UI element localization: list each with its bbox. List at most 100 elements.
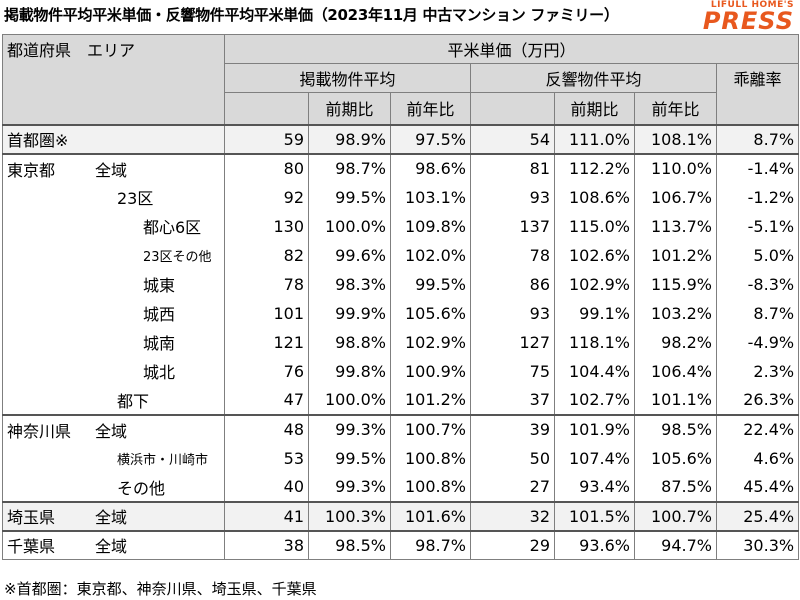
table-row: 横浜市・川崎市 53 99.5% 100.8% 50 107.4% 105.6% 4.6% xyxy=(2,443,800,473)
value-cell-c: 100.9% xyxy=(390,356,471,386)
table-row: 城東 78 98.3% 99.5% 86 102.9% 115.9% -8.3% xyxy=(2,269,800,299)
value-cell-f: 100.7% xyxy=(634,500,717,531)
table-row: 23区 92 99.5% 103.1% 93 108.6% 106.7% -1.2% xyxy=(2,182,800,212)
region-header: 都道府県 エリア xyxy=(2,34,225,125)
value-cell-e: 111.0% xyxy=(554,123,635,154)
value-cell-f: 110.0% xyxy=(634,152,717,183)
value-cell-a: 38 xyxy=(224,529,309,560)
region-cell: 神奈川県 全域 xyxy=(2,413,225,444)
area-label: 23区その他 xyxy=(143,249,212,265)
value-cell-d: 137 xyxy=(470,211,555,241)
value-cell-d: 93 xyxy=(470,182,555,212)
listing-prev-period-header: 前期比 xyxy=(308,92,391,125)
value-cell-e: 102.7% xyxy=(554,385,635,415)
area-label: その他 xyxy=(117,478,166,498)
value-cell-d: 29 xyxy=(470,529,555,560)
response-prev-period-header: 前期比 xyxy=(554,92,635,125)
value-cell-e: 112.2% xyxy=(554,152,635,183)
value-cell-g: 30.3% xyxy=(716,529,800,560)
value-cell-a: 47 xyxy=(224,385,309,415)
value-cell-b: 99.3% xyxy=(308,413,391,444)
value-cell-d: 127 xyxy=(470,327,555,357)
table-row: 城西 101 99.9% 105.6% 93 99.1% 103.2% 8.7% xyxy=(2,298,800,328)
area-label: 城南 xyxy=(143,334,176,353)
value-cell-e: 93.6% xyxy=(554,529,635,560)
region-cell: その他 xyxy=(2,472,225,502)
logo-main-text: PRESS xyxy=(702,7,794,35)
listing-value-header-blank xyxy=(224,92,309,125)
value-cell-b: 99.3% xyxy=(308,472,391,502)
region-cell: 城西 xyxy=(2,298,225,328)
value-cell-g: 45.4% xyxy=(716,472,800,502)
table-row: 城北 76 99.8% 100.9% 75 104.4% 106.4% 2.3% xyxy=(2,356,800,386)
table-row: 神奈川県 全域 48 99.3% 100.7% 39 101.9% 98.5% 22.4% xyxy=(2,413,800,444)
value-cell-g: 2.3% xyxy=(716,356,800,386)
response-prev-year-header: 前年比 xyxy=(634,92,717,125)
table-row: 都下 47 100.0% 101.2% 37 102.7% 101.1% 26.3% xyxy=(2,385,800,415)
value-cell-c: 100.8% xyxy=(390,443,471,473)
value-cell-c: 102.0% xyxy=(390,240,471,270)
value-cell-b: 99.9% xyxy=(308,298,391,328)
value-cell-e: 118.1% xyxy=(554,327,635,357)
value-cell-e: 101.5% xyxy=(554,500,635,531)
region-cell: 城東 xyxy=(2,269,225,299)
value-cell-e: 107.4% xyxy=(554,443,635,473)
value-cell-d: 93 xyxy=(470,298,555,328)
area-label: 都下 xyxy=(117,391,150,411)
listing-avg-header: 掲載物件平均 xyxy=(224,63,471,93)
region-cell: 横浜市・川崎市 xyxy=(2,443,225,473)
listing-prev-year-header: 前年比 xyxy=(390,92,471,125)
value-cell-a: 82 xyxy=(224,240,309,270)
value-cell-f: 105.6% xyxy=(634,443,717,473)
value-cell-d: 27 xyxy=(470,472,555,502)
value-cell-g: -4.9% xyxy=(716,327,800,357)
value-cell-c: 101.2% xyxy=(390,385,471,415)
value-cell-d: 39 xyxy=(470,413,555,444)
logo-top-text: LIFULL HOME'S xyxy=(710,0,794,10)
value-cell-f: 106.7% xyxy=(634,182,717,212)
value-cell-e: 115.0% xyxy=(554,211,635,241)
value-cell-g: 4.6% xyxy=(716,443,800,473)
divergence-header: 乖離率 xyxy=(715,63,800,125)
value-cell-c: 99.5% xyxy=(390,269,471,299)
value-cell-c: 100.7% xyxy=(390,413,471,444)
value-cell-g: 26.3% xyxy=(716,385,800,415)
value-cell-b: 100.0% xyxy=(308,385,391,415)
region-cell: 埼玉県 全域 xyxy=(2,500,225,531)
footnote: ※首都圏：東京都、神奈川県、埼玉県、千葉県 xyxy=(4,580,317,598)
value-cell-g: -1.2% xyxy=(716,182,800,212)
value-cell-b: 98.9% xyxy=(308,123,391,154)
value-cell-d: 54 xyxy=(470,123,555,154)
table-row: 東京都 全域 80 98.7% 98.6% 81 112.2% 110.0% -1.4% xyxy=(2,152,800,183)
page-title: 掲載物件平均平米単価・反響物件平均平米単価（2023年11月 中古マンション フ… xyxy=(4,6,619,24)
prefecture-label: 首都圏※ xyxy=(7,131,69,150)
value-cell-f: 101.1% xyxy=(634,385,717,415)
value-cell-a: 92 xyxy=(224,182,309,212)
prefecture-label: 東京都 xyxy=(7,160,56,180)
area-label: 城西 xyxy=(143,305,176,324)
value-cell-g: 25.4% xyxy=(716,500,800,531)
table-body: 首都圏※ 59 98.9% 97.5% 54 111.0% 108.1% 8.7% 東京都 全域 8… xyxy=(2,123,800,560)
region-cell: 都下 xyxy=(2,385,225,415)
area-label: 全域 xyxy=(95,537,128,557)
value-cell-d: 78 xyxy=(470,240,555,270)
value-cell-c: 105.6% xyxy=(390,298,471,328)
region-cell: 都心6区 xyxy=(2,211,225,241)
prefecture-label: 神奈川県 xyxy=(7,421,72,441)
value-cell-g: 22.4% xyxy=(716,413,800,444)
price-group-header: 平米単価（万円） xyxy=(223,34,800,64)
table-row: その他 40 99.3% 100.8% 27 93.4% 87.5% 45.4% xyxy=(2,472,800,502)
value-cell-c: 101.6% xyxy=(390,500,471,531)
region-cell: 首都圏※ xyxy=(2,123,225,154)
area-label: 全域 xyxy=(95,160,128,180)
value-cell-a: 40 xyxy=(224,472,309,502)
value-cell-f: 108.1% xyxy=(634,123,717,154)
area-label: 横浜市・川崎市 xyxy=(117,452,209,468)
area-label: 23区 xyxy=(117,189,154,208)
value-cell-f: 94.7% xyxy=(634,529,717,560)
value-cell-c: 97.5% xyxy=(390,123,471,154)
region-cell: 東京都 全域 xyxy=(2,152,225,183)
value-cell-a: 80 xyxy=(224,152,309,183)
value-cell-g: 8.7% xyxy=(716,123,800,154)
value-cell-f: 87.5% xyxy=(634,472,717,502)
